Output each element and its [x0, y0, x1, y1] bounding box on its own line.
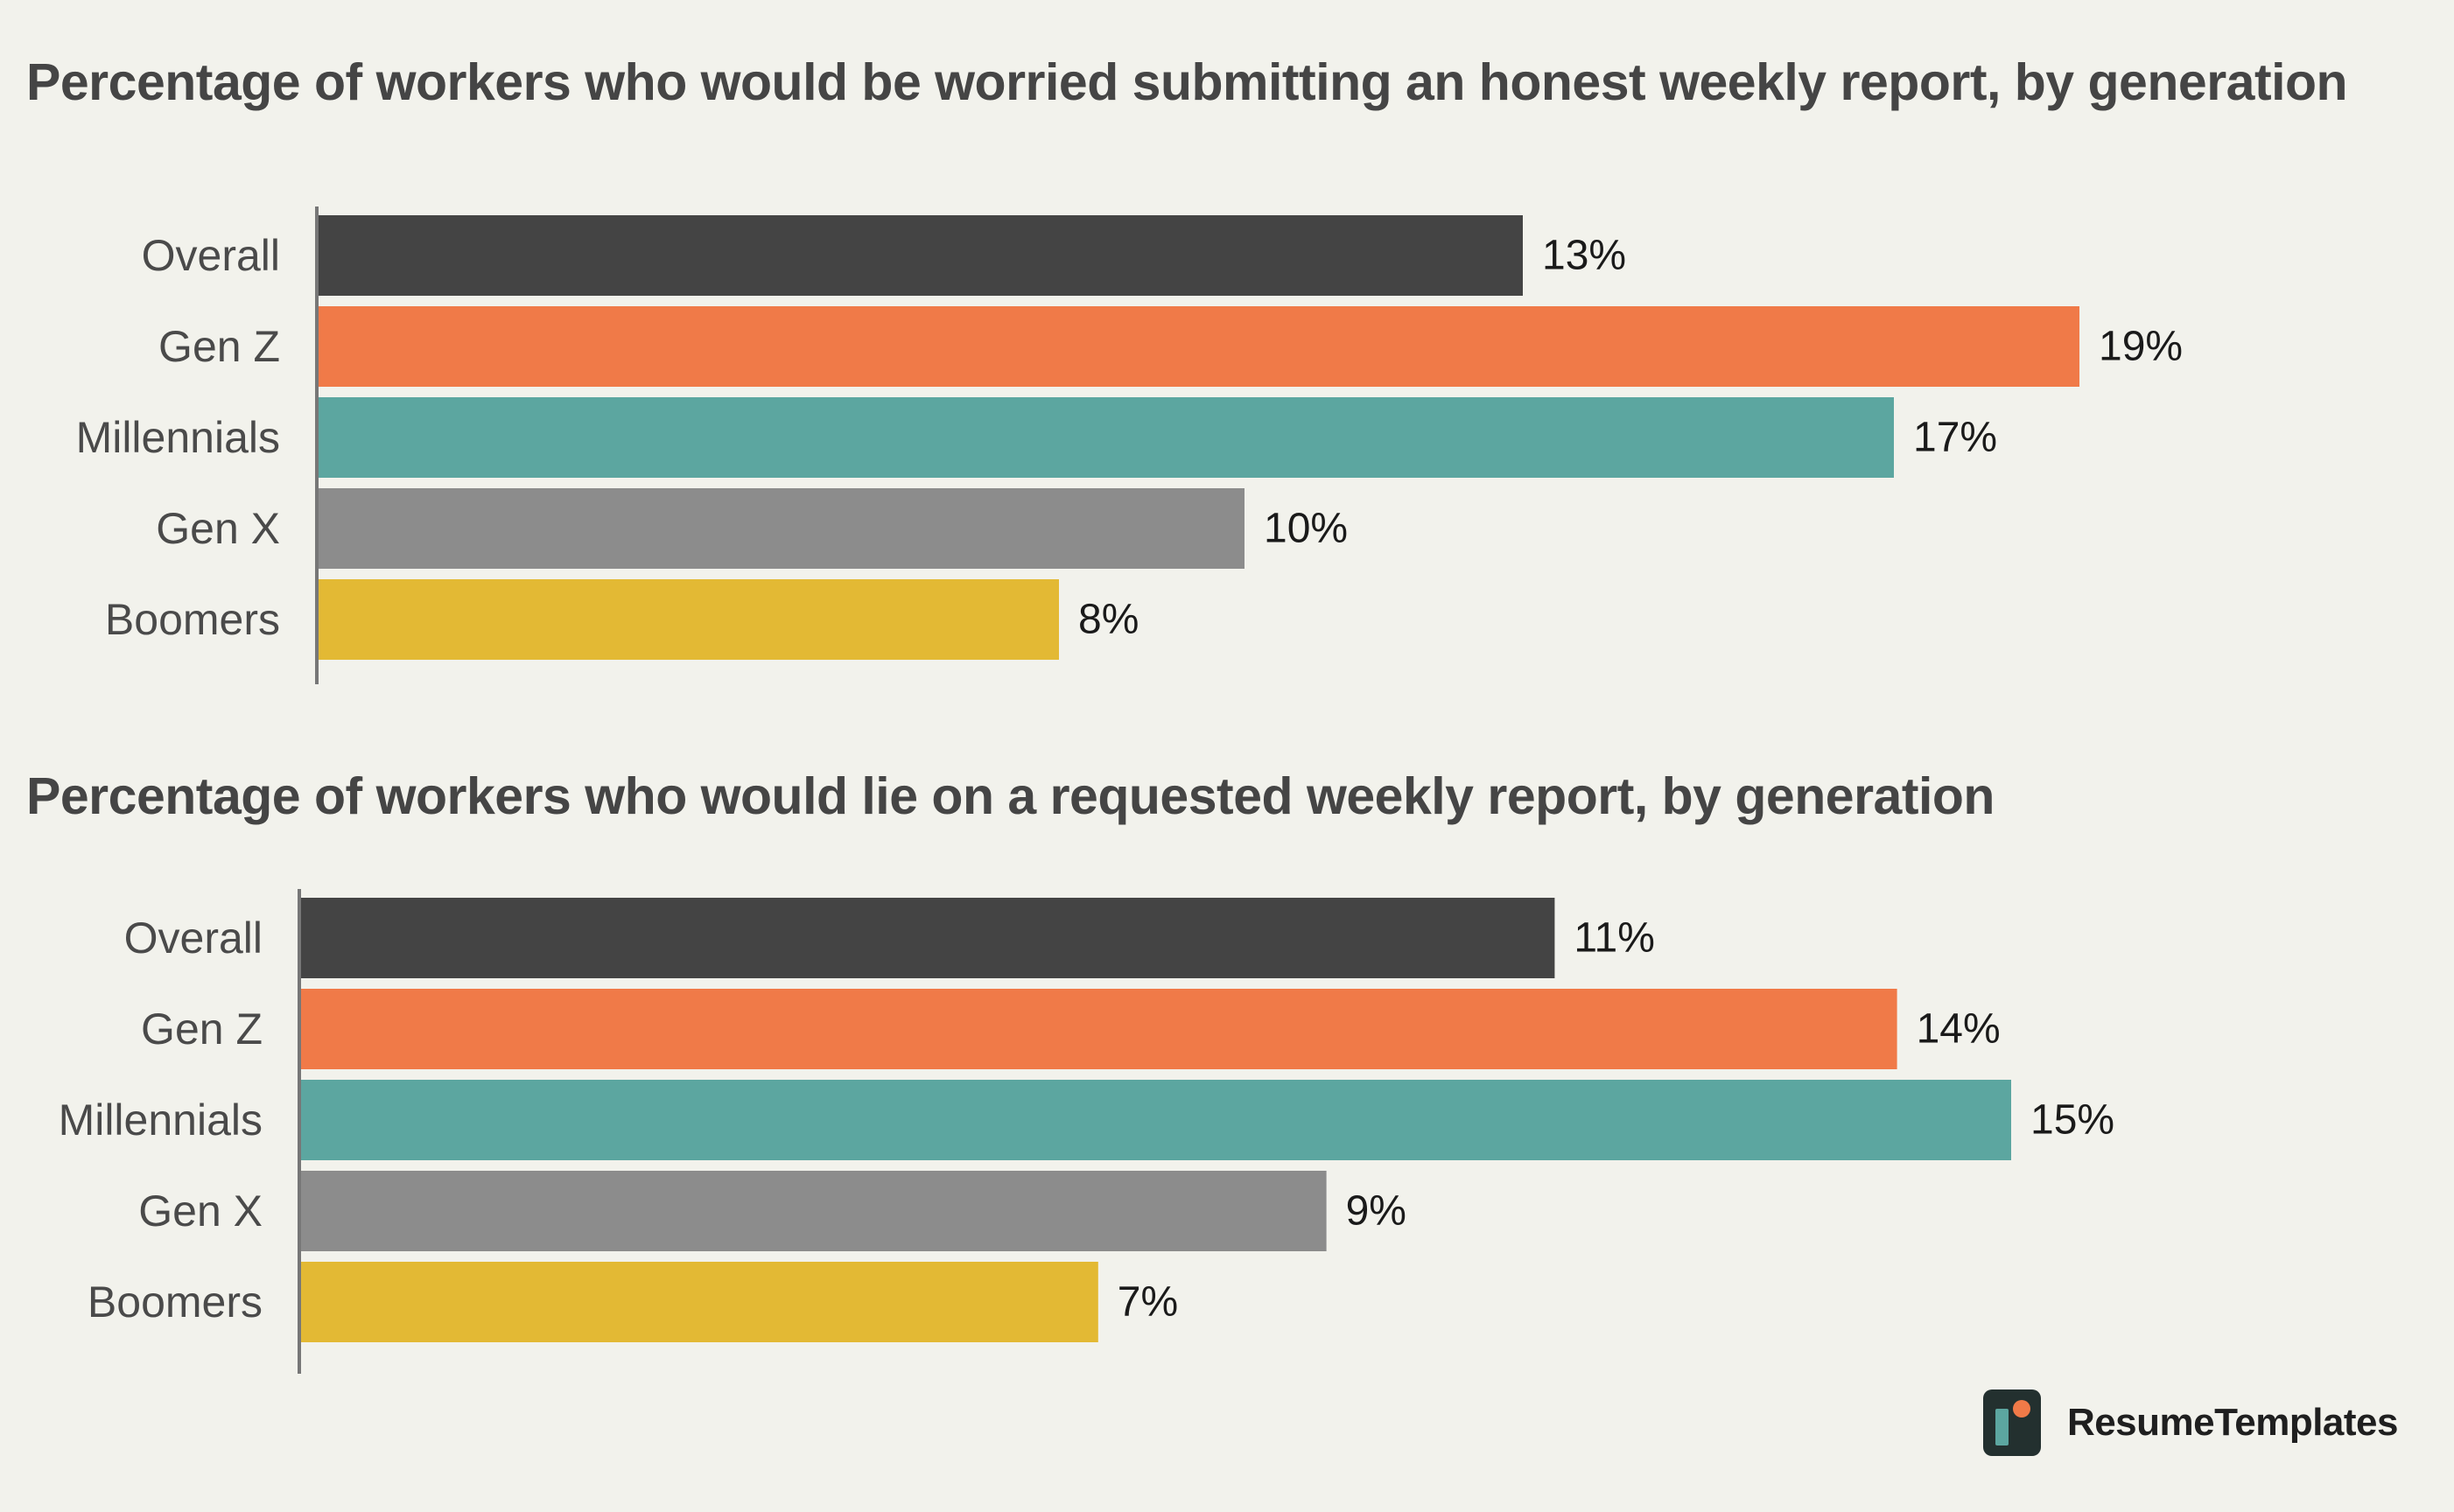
chart-lie-weekly-report: Percentage of workers who would lie on a…: [0, 710, 2454, 1393]
bar-chart-plot: Overall 11% Gen Z 14% Millennials 15% Gen X 9% B…: [59, 889, 2114, 1374]
value-label-gen-z: 14%: [1917, 1006, 2001, 1053]
bar-overall: [317, 215, 1523, 296]
category-label-gen-z: Gen Z: [158, 322, 280, 371]
bar-gen-x: [299, 1171, 1327, 1251]
bar-millennials: [317, 397, 1894, 478]
bar-chart-plot: Overall 13% Gen Z 19% Millennials 17% Gen X 10%…: [76, 206, 2183, 684]
value-label-overall: 13%: [1542, 233, 1626, 279]
category-label-boomers: Boomers: [88, 1278, 263, 1326]
value-label-gen-z: 19%: [2099, 324, 2183, 370]
chart-title: Percentage of workers who would be worri…: [26, 53, 2348, 111]
value-label-overall: 11%: [1574, 915, 1655, 962]
category-label-gen-x: Gen X: [156, 504, 280, 553]
bar-boomers: [299, 1262, 1098, 1342]
bar-overall: [299, 898, 1555, 978]
value-label-boomers: 7%: [1118, 1279, 1178, 1326]
category-label-overall: Overall: [124, 914, 263, 962]
category-label-gen-x: Gen X: [138, 1186, 263, 1236]
category-label-gen-z: Gen Z: [141, 1004, 263, 1054]
value-label-millennials: 15%: [2030, 1097, 2114, 1144]
brand-footer: ResumeTemplates: [1982, 1390, 2399, 1456]
category-label-millennials: Millennials: [59, 1096, 263, 1144]
category-label-overall: Overall: [142, 231, 280, 280]
category-label-boomers: Boomers: [105, 595, 280, 644]
chart-title: Percentage of workers who would lie on a…: [26, 767, 1995, 825]
bar-millennials: [299, 1080, 2011, 1160]
chart-worried-honest-report: Percentage of workers who would be worri…: [0, 0, 2454, 700]
bar-gen-x: [317, 488, 1245, 569]
brand-name: ResumeTemplates: [2066, 1401, 2399, 1444]
bar-gen-z: [299, 989, 1897, 1069]
resume-templates-logo-icon: [1982, 1390, 2041, 1456]
value-label-boomers: 8%: [1078, 597, 1139, 643]
bar-boomers: [317, 579, 1059, 660]
bar-gen-z: [317, 306, 2079, 387]
category-label-millennials: Millennials: [76, 413, 280, 462]
value-label-millennials: 17%: [1913, 415, 1997, 461]
value-label-gen-x: 9%: [1346, 1188, 1406, 1235]
value-label-gen-x: 10%: [1264, 506, 1348, 552]
